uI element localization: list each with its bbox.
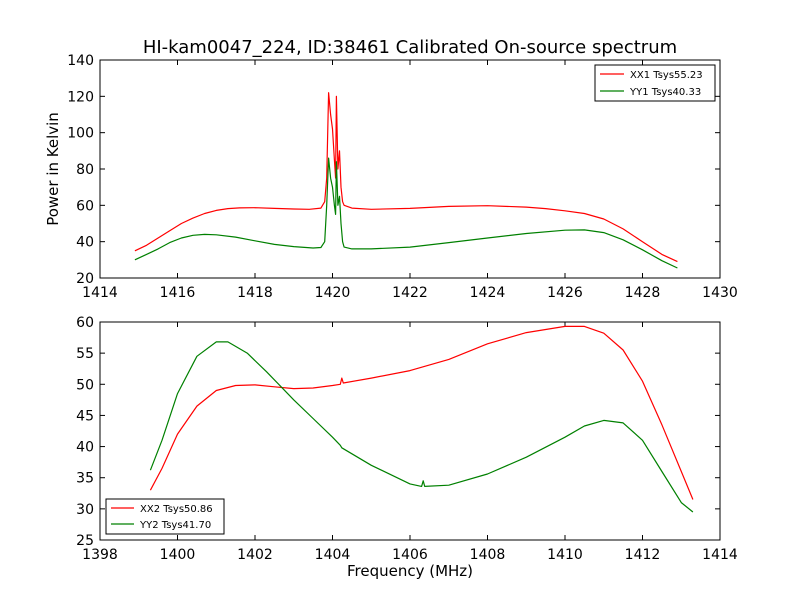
bottom-x-tick-label: 1410 (547, 547, 583, 563)
figure-title: HI-kam0047_224, ID:38461 Calibrated On-s… (143, 37, 677, 58)
bottom-x-tick-label: 1400 (160, 547, 196, 563)
top-series-line-xx (134, 92, 678, 263)
bottom-series-line-yy (149, 341, 694, 513)
top-x-tick-label: 1430 (702, 285, 738, 301)
top-legend: XX1 Tsys55.23 YY1 Tsys40.33 (594, 64, 716, 102)
bottom-x-tick-label: 1398 (82, 547, 118, 563)
top-y-tick-label: 120 (67, 89, 94, 105)
bottom-series-line-xx (149, 325, 694, 500)
bottom-subplot: 1398 1400 1402 1404 1406 1408 1410 1412 1414 25 30… (76, 315, 738, 563)
top-legend-label-yy1: YY1 Tsys40.33 (629, 87, 701, 98)
top-y-tick-label: 40 (76, 235, 94, 251)
top-x-tick-label: 1424 (470, 285, 506, 301)
top-y-tick-label: 60 (76, 198, 94, 214)
y-axis-label: Power in Kelvin (44, 112, 62, 226)
bottom-x-tick-label: 1402 (237, 547, 273, 563)
top-x-tick-label: 1418 (237, 285, 273, 301)
bottom-legend: XX2 Tsys50.86 YY2 Tsys41.70 (105, 498, 225, 535)
top-y-tick-label: 80 (76, 162, 94, 178)
top-y-tick-label: 100 (67, 126, 94, 142)
x-axis-label: Frequency (MHz) (347, 562, 473, 580)
top-x-tick-label: 1420 (315, 285, 351, 301)
bottom-legend-label-yy2: YY2 Tsys41.70 (139, 520, 211, 531)
top-x-tick-label: 1422 (392, 285, 428, 301)
top-x-tick-label: 1426 (547, 285, 583, 301)
bottom-series-lines (149, 325, 694, 513)
bottom-x-tick-label: 1408 (470, 547, 506, 563)
top-series-line-yy (134, 157, 678, 269)
bottom-y-tick-label: 40 (76, 440, 94, 456)
bottom-legend-box (105, 498, 225, 535)
top-x-tick-label: 1428 (625, 285, 661, 301)
bottom-ticks: 1398 1400 1402 1404 1406 1408 1410 1412 1414 25 30… (76, 315, 738, 563)
top-x-tick-label: 1416 (160, 285, 196, 301)
bottom-x-tick-label: 1414 (702, 547, 738, 563)
top-ticks: 1414 1416 1418 1420 1422 1424 1426 1428 1430 20 40… (67, 53, 738, 301)
bottom-y-tick-label: 30 (76, 502, 94, 518)
top-series-lines (134, 92, 678, 269)
top-subplot: 1414 1416 1418 1420 1422 1424 1426 1428 1430 20 40… (67, 53, 738, 301)
bottom-x-tick-label: 1404 (315, 547, 351, 563)
bottom-y-tick-label: 50 (76, 377, 94, 393)
bottom-y-tick-label: 55 (76, 346, 94, 362)
top-legend-box (594, 64, 716, 102)
bottom-y-tick-label: 60 (76, 315, 94, 331)
top-x-tick-label: 1414 (82, 285, 118, 301)
bottom-x-tick-label: 1412 (625, 547, 661, 563)
top-y-tick-label: 140 (67, 53, 94, 69)
top-legend-label-xx1: XX1 Tsys55.23 (630, 70, 703, 81)
bottom-y-tick-label: 25 (76, 533, 94, 549)
bottom-x-tick-label: 1406 (392, 547, 428, 563)
top-y-tick-label: 20 (76, 271, 94, 287)
bottom-legend-label-xx2: XX2 Tsys50.86 (140, 504, 213, 515)
bottom-y-tick-label: 45 (76, 408, 94, 424)
bottom-y-tick-label: 35 (76, 471, 94, 487)
